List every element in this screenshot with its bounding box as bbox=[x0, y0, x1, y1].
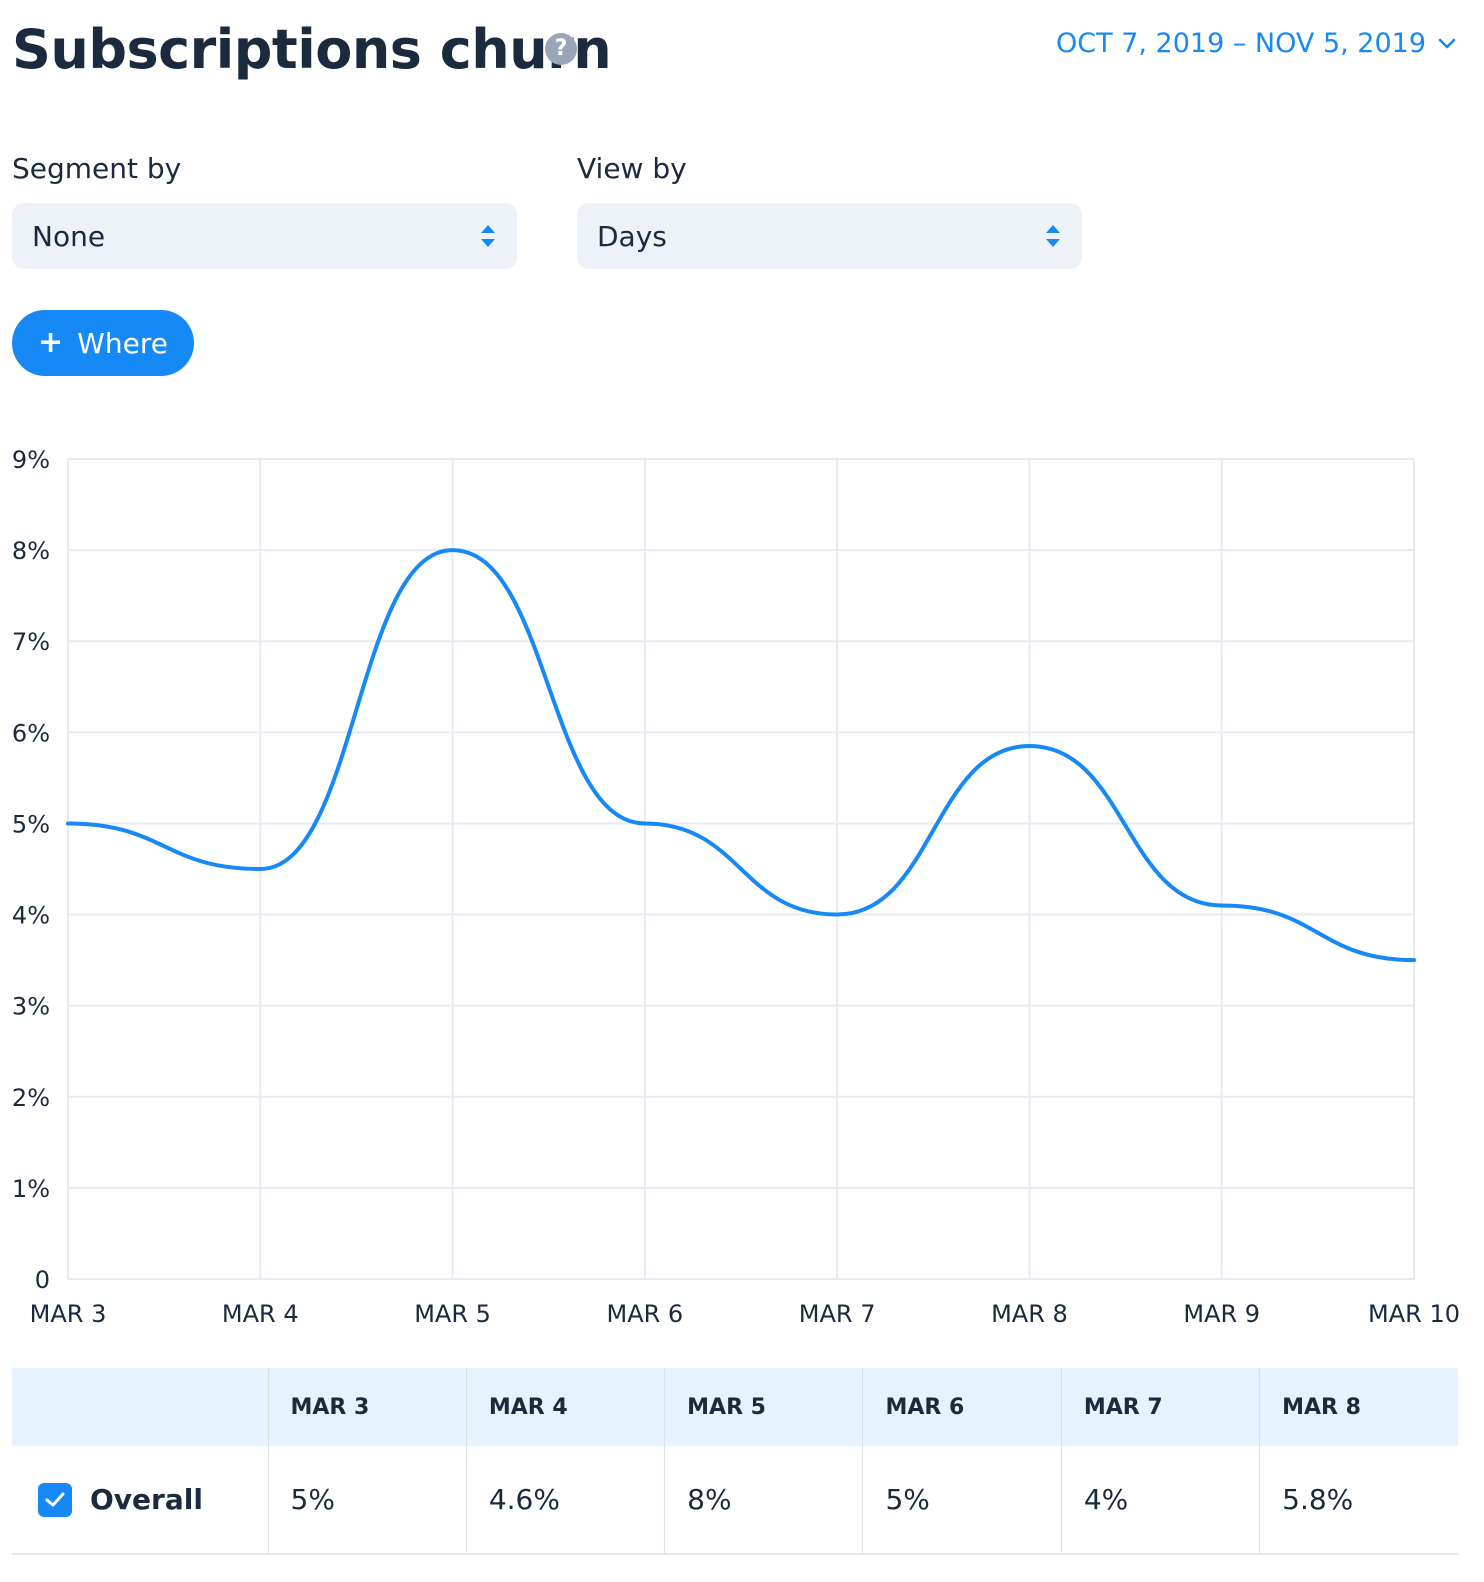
checkmark-icon bbox=[45, 1492, 65, 1506]
y-tick-label: 1% bbox=[12, 1175, 50, 1203]
table-cell: 5% bbox=[267, 1446, 467, 1554]
segment-by-label: Segment by bbox=[12, 152, 182, 185]
table-cell: 4% bbox=[1060, 1446, 1260, 1554]
table-header-cell: MAR 3 bbox=[267, 1368, 467, 1446]
x-tick-label: MAR 7 bbox=[799, 1300, 876, 1328]
series-line bbox=[66, 548, 1416, 963]
y-tick-label: 7% bbox=[12, 628, 50, 656]
x-tick-label: MAR 6 bbox=[607, 1300, 684, 1328]
chart-grid bbox=[67, 458, 1415, 1280]
segment-by-select[interactable]: None bbox=[12, 203, 517, 269]
x-tick-label: MAR 10 bbox=[1368, 1300, 1460, 1328]
add-where-filter-button[interactable]: + Where bbox=[12, 310, 194, 376]
table-cell: 5.8% bbox=[1259, 1446, 1458, 1554]
x-tick-label: MAR 9 bbox=[1183, 1300, 1260, 1328]
date-range-label: OCT 7, 2019 – NOV 5, 2019 bbox=[1056, 28, 1426, 59]
y-tick-label: 0 bbox=[35, 1266, 50, 1294]
view-by-select[interactable]: Days bbox=[577, 203, 1082, 269]
overall-checkbox[interactable] bbox=[38, 1482, 72, 1517]
table-header-empty bbox=[12, 1368, 268, 1446]
sort-updown-icon bbox=[1044, 224, 1062, 248]
chart-x-axis: MAR 3 MAR 4 MAR 5 MAR 6 MAR 7 MAR 8 MAR 9 MAR 1… bbox=[30, 1300, 1460, 1328]
x-tick-label: MAR 5 bbox=[414, 1300, 491, 1328]
chart-y-axis: 0 1% 2% 3% 4% 5% 6% 7% 8% 9% bbox=[12, 446, 50, 1294]
table-row: Overall 5% 4.6% 8% 5% 4% 5.8% bbox=[12, 1446, 1458, 1554]
row-label: Overall bbox=[90, 1483, 203, 1516]
table-header-cell: MAR 6 bbox=[862, 1368, 1062, 1446]
y-tick-label: 6% bbox=[12, 719, 50, 747]
data-table: MAR 3 MAR 4 MAR 5 MAR 6 MAR 7 MAR 8 Over… bbox=[12, 1368, 1458, 1555]
y-tick-label: 9% bbox=[12, 446, 50, 474]
table-cell: 5% bbox=[862, 1446, 1062, 1554]
y-tick-label: 4% bbox=[12, 902, 50, 930]
y-tick-label: 3% bbox=[12, 993, 50, 1021]
row-label-cell: Overall bbox=[12, 1446, 268, 1554]
table-header-cell: MAR 5 bbox=[664, 1368, 863, 1446]
table-header-cell: MAR 8 bbox=[1259, 1368, 1458, 1446]
x-tick-label: MAR 8 bbox=[991, 1300, 1068, 1328]
churn-line-chart: 0 1% 2% 3% 4% 5% 6% 7% 8% 9% MAR 3 MAR 4 MAR 5 MAR 6… bbox=[12, 446, 1460, 1328]
help-circle-icon[interactable]: ? bbox=[545, 33, 577, 65]
plus-icon: + bbox=[38, 325, 64, 360]
where-button-label: Where bbox=[77, 326, 168, 360]
date-range-picker[interactable]: OCT 7, 2019 – NOV 5, 2019 bbox=[1056, 28, 1456, 59]
segment-by-value: None bbox=[32, 219, 106, 253]
y-tick-label: 2% bbox=[12, 1084, 50, 1112]
chevron-down-icon bbox=[1438, 38, 1456, 50]
view-by-value: Days bbox=[597, 219, 667, 253]
table-header-cell: MAR 4 bbox=[465, 1368, 665, 1446]
page-title: Subscriptions churn bbox=[12, 18, 612, 81]
sort-updown-icon bbox=[479, 224, 497, 248]
y-tick-label: 5% bbox=[12, 810, 50, 838]
table-header-row: MAR 3 MAR 4 MAR 5 MAR 6 MAR 7 MAR 8 bbox=[12, 1368, 1458, 1446]
table-header-cell: MAR 7 bbox=[1060, 1368, 1260, 1446]
y-tick-label: 8% bbox=[12, 537, 50, 565]
x-tick-label: MAR 4 bbox=[222, 1300, 299, 1328]
chart-series bbox=[66, 548, 1416, 963]
view-by-label: View by bbox=[577, 152, 687, 185]
x-tick-label: MAR 3 bbox=[30, 1300, 107, 1328]
table-cell: 8% bbox=[664, 1446, 863, 1554]
table-cell: 4.6% bbox=[465, 1446, 665, 1554]
